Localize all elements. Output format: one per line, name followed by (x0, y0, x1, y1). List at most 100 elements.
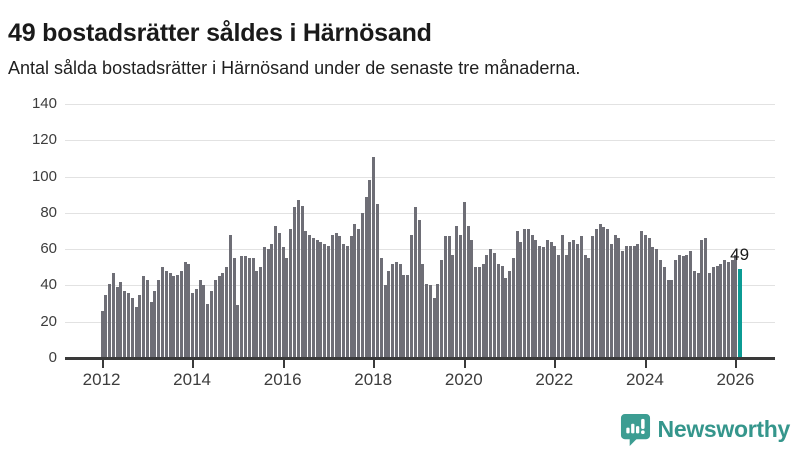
bar (111, 272, 115, 358)
bar (425, 283, 429, 358)
bar (277, 232, 281, 358)
bar (594, 229, 598, 358)
bar (689, 251, 693, 358)
bar (281, 247, 285, 358)
bar (677, 254, 681, 358)
bar (311, 238, 315, 358)
x-axis-tick-mark (644, 360, 647, 368)
x-axis-tick-mark (101, 360, 104, 368)
bar (685, 254, 689, 358)
bar (674, 260, 678, 358)
bar (364, 196, 368, 358)
bar (451, 254, 455, 358)
page-title: 49 bostadsrätter såldes i Härnösand (8, 18, 432, 47)
bar (440, 260, 444, 358)
bar (383, 285, 387, 358)
bar (168, 272, 172, 358)
bar (270, 243, 274, 358)
bar (194, 289, 198, 358)
bar (259, 267, 263, 358)
bar (221, 272, 225, 358)
bar (613, 234, 617, 358)
bar (315, 240, 319, 358)
bar (692, 270, 696, 358)
bar (523, 229, 527, 358)
bar (726, 261, 730, 358)
bar (696, 272, 700, 358)
bar (625, 245, 628, 358)
bar (409, 234, 413, 358)
bar (262, 247, 266, 358)
bar (515, 231, 519, 358)
bar (100, 310, 104, 358)
bar (119, 281, 123, 358)
bar (353, 223, 357, 358)
highlighted-bar (738, 269, 743, 358)
bar (255, 270, 259, 358)
bar (621, 251, 625, 358)
y-axis-tick-label: 140 (31, 94, 57, 112)
bar (323, 243, 327, 358)
bar (198, 280, 202, 358)
bar (394, 261, 398, 358)
bar (666, 280, 670, 358)
bar (330, 234, 334, 358)
bar (651, 247, 655, 358)
gridline (65, 176, 775, 178)
x-axis-tick-label: 2024 (625, 370, 664, 389)
bar (504, 278, 508, 358)
bar (285, 258, 289, 358)
x-axis-tick-label: 2014 (173, 370, 211, 389)
bar (583, 254, 587, 358)
gridline (65, 140, 775, 142)
chart-subtitle: Antal sålda bostadsrätter i Härnösand un… (8, 58, 581, 78)
y-axis-tick-label: 120 (31, 131, 57, 149)
x-axis-tick-label: 2018 (354, 370, 393, 389)
bar (681, 256, 685, 358)
bar (289, 229, 293, 358)
y-axis-tick-label: 60 (40, 240, 57, 258)
bar (293, 207, 296, 358)
bar (447, 236, 451, 358)
bar (342, 243, 346, 358)
bar (568, 241, 572, 358)
bar (455, 225, 459, 358)
bar (708, 272, 711, 358)
bar (187, 263, 191, 358)
bar (655, 249, 659, 358)
bar (534, 240, 538, 358)
bar (723, 260, 727, 358)
brand-logo: Newsworthy (620, 413, 790, 446)
x-axis-tick-mark (735, 360, 738, 368)
bar (459, 234, 462, 358)
bar (104, 294, 108, 358)
bar (115, 287, 119, 358)
x-axis-tick-mark (373, 360, 376, 368)
bar (164, 270, 168, 358)
bar (160, 267, 164, 358)
bar (153, 290, 157, 358)
bar (398, 263, 402, 358)
x-axis-tick-label: 2026 (716, 370, 755, 389)
bar (443, 236, 447, 358)
bar (127, 292, 130, 358)
bar (236, 305, 240, 358)
bar (481, 263, 485, 358)
bar (500, 265, 504, 358)
bar (572, 240, 576, 358)
bar (213, 280, 217, 358)
bar (557, 254, 561, 358)
bar (606, 229, 610, 358)
bar (391, 263, 395, 358)
x-axis-tick-mark (192, 360, 195, 368)
bar (489, 249, 493, 358)
bar (643, 234, 647, 358)
bar (210, 290, 213, 358)
bar (360, 212, 364, 358)
bar (704, 238, 708, 358)
bar (474, 267, 478, 358)
y-axis-tick-label: 100 (31, 167, 57, 185)
x-axis-tick-mark (554, 360, 557, 368)
gridline (65, 103, 775, 105)
